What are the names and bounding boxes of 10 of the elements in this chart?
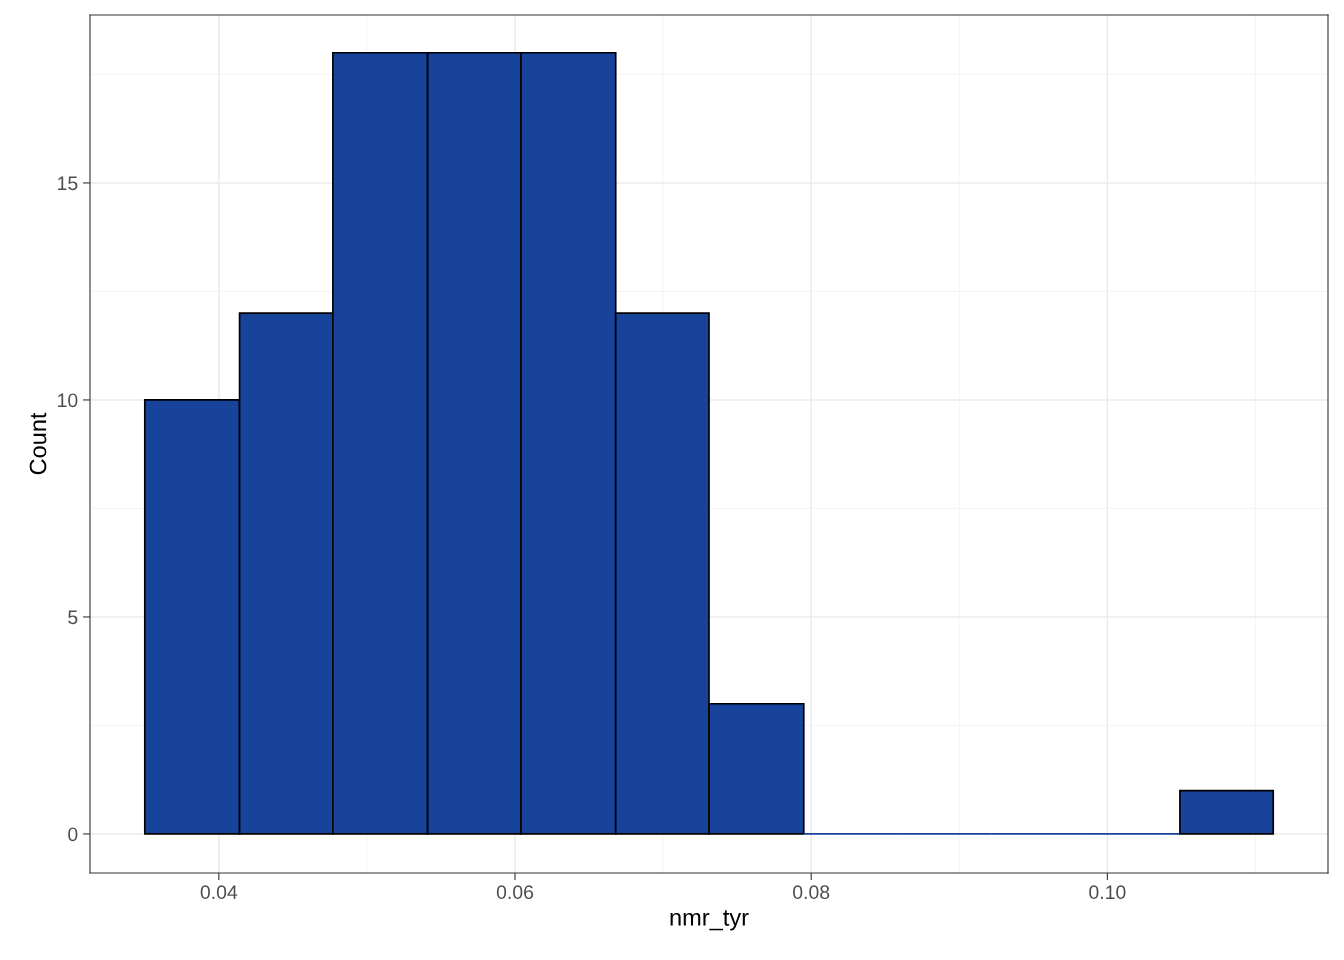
- y-tick-label: 5: [68, 610, 78, 625]
- x-tick-label: 0.08: [793, 885, 830, 900]
- y-tick-label: 15: [58, 176, 78, 191]
- y-tick-label: 0: [68, 827, 78, 842]
- y-tick-label: 10: [58, 393, 78, 408]
- y-axis-title: Count: [29, 412, 47, 475]
- x-tick-label: 0.06: [496, 885, 534, 900]
- x-tick-label: 0.10: [1089, 885, 1126, 900]
- x-axis-title: nmr_tyr: [670, 910, 749, 931]
- x-tick-label: 0.04: [200, 885, 238, 900]
